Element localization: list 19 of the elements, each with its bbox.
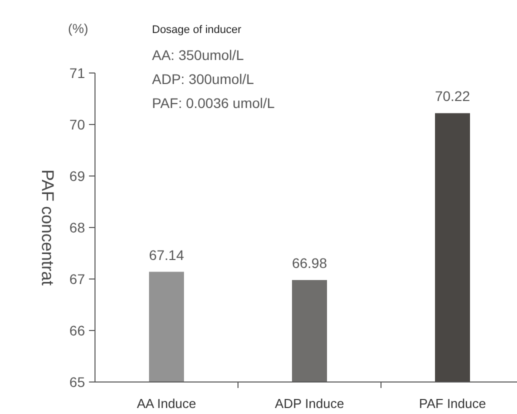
data-label: 66.98 — [292, 255, 328, 272]
y-axis-title: PAF concentrat — [38, 170, 57, 286]
y-tick-label: 69 — [69, 168, 86, 184]
y-tick-label: 68 — [69, 219, 86, 236]
data-label: 67.14 — [148, 246, 184, 263]
annotation: ADP: 300umol/L — [152, 71, 254, 87]
y-tick-label: 71 — [69, 64, 86, 81]
y-tick-label: 65 — [69, 374, 86, 390]
y-tick-label: 67 — [69, 270, 86, 287]
text: Dosage of inducer — [152, 24, 242, 36]
x-tick-label: AA Induce — [136, 396, 196, 411]
x-tick-label: PAF Induce — [419, 396, 486, 411]
annotation: PAF: 0.0036 umol/L — [152, 95, 275, 111]
y-tick-label: 66 — [69, 322, 86, 338]
text: (%) — [68, 21, 88, 36]
y-tick-label: 70 — [69, 116, 86, 132]
data-label: 70.22 — [434, 88, 470, 104]
x-tick-label: ADP Induce — [274, 396, 344, 411]
text: AA: 350umol/L — [152, 47, 244, 63]
